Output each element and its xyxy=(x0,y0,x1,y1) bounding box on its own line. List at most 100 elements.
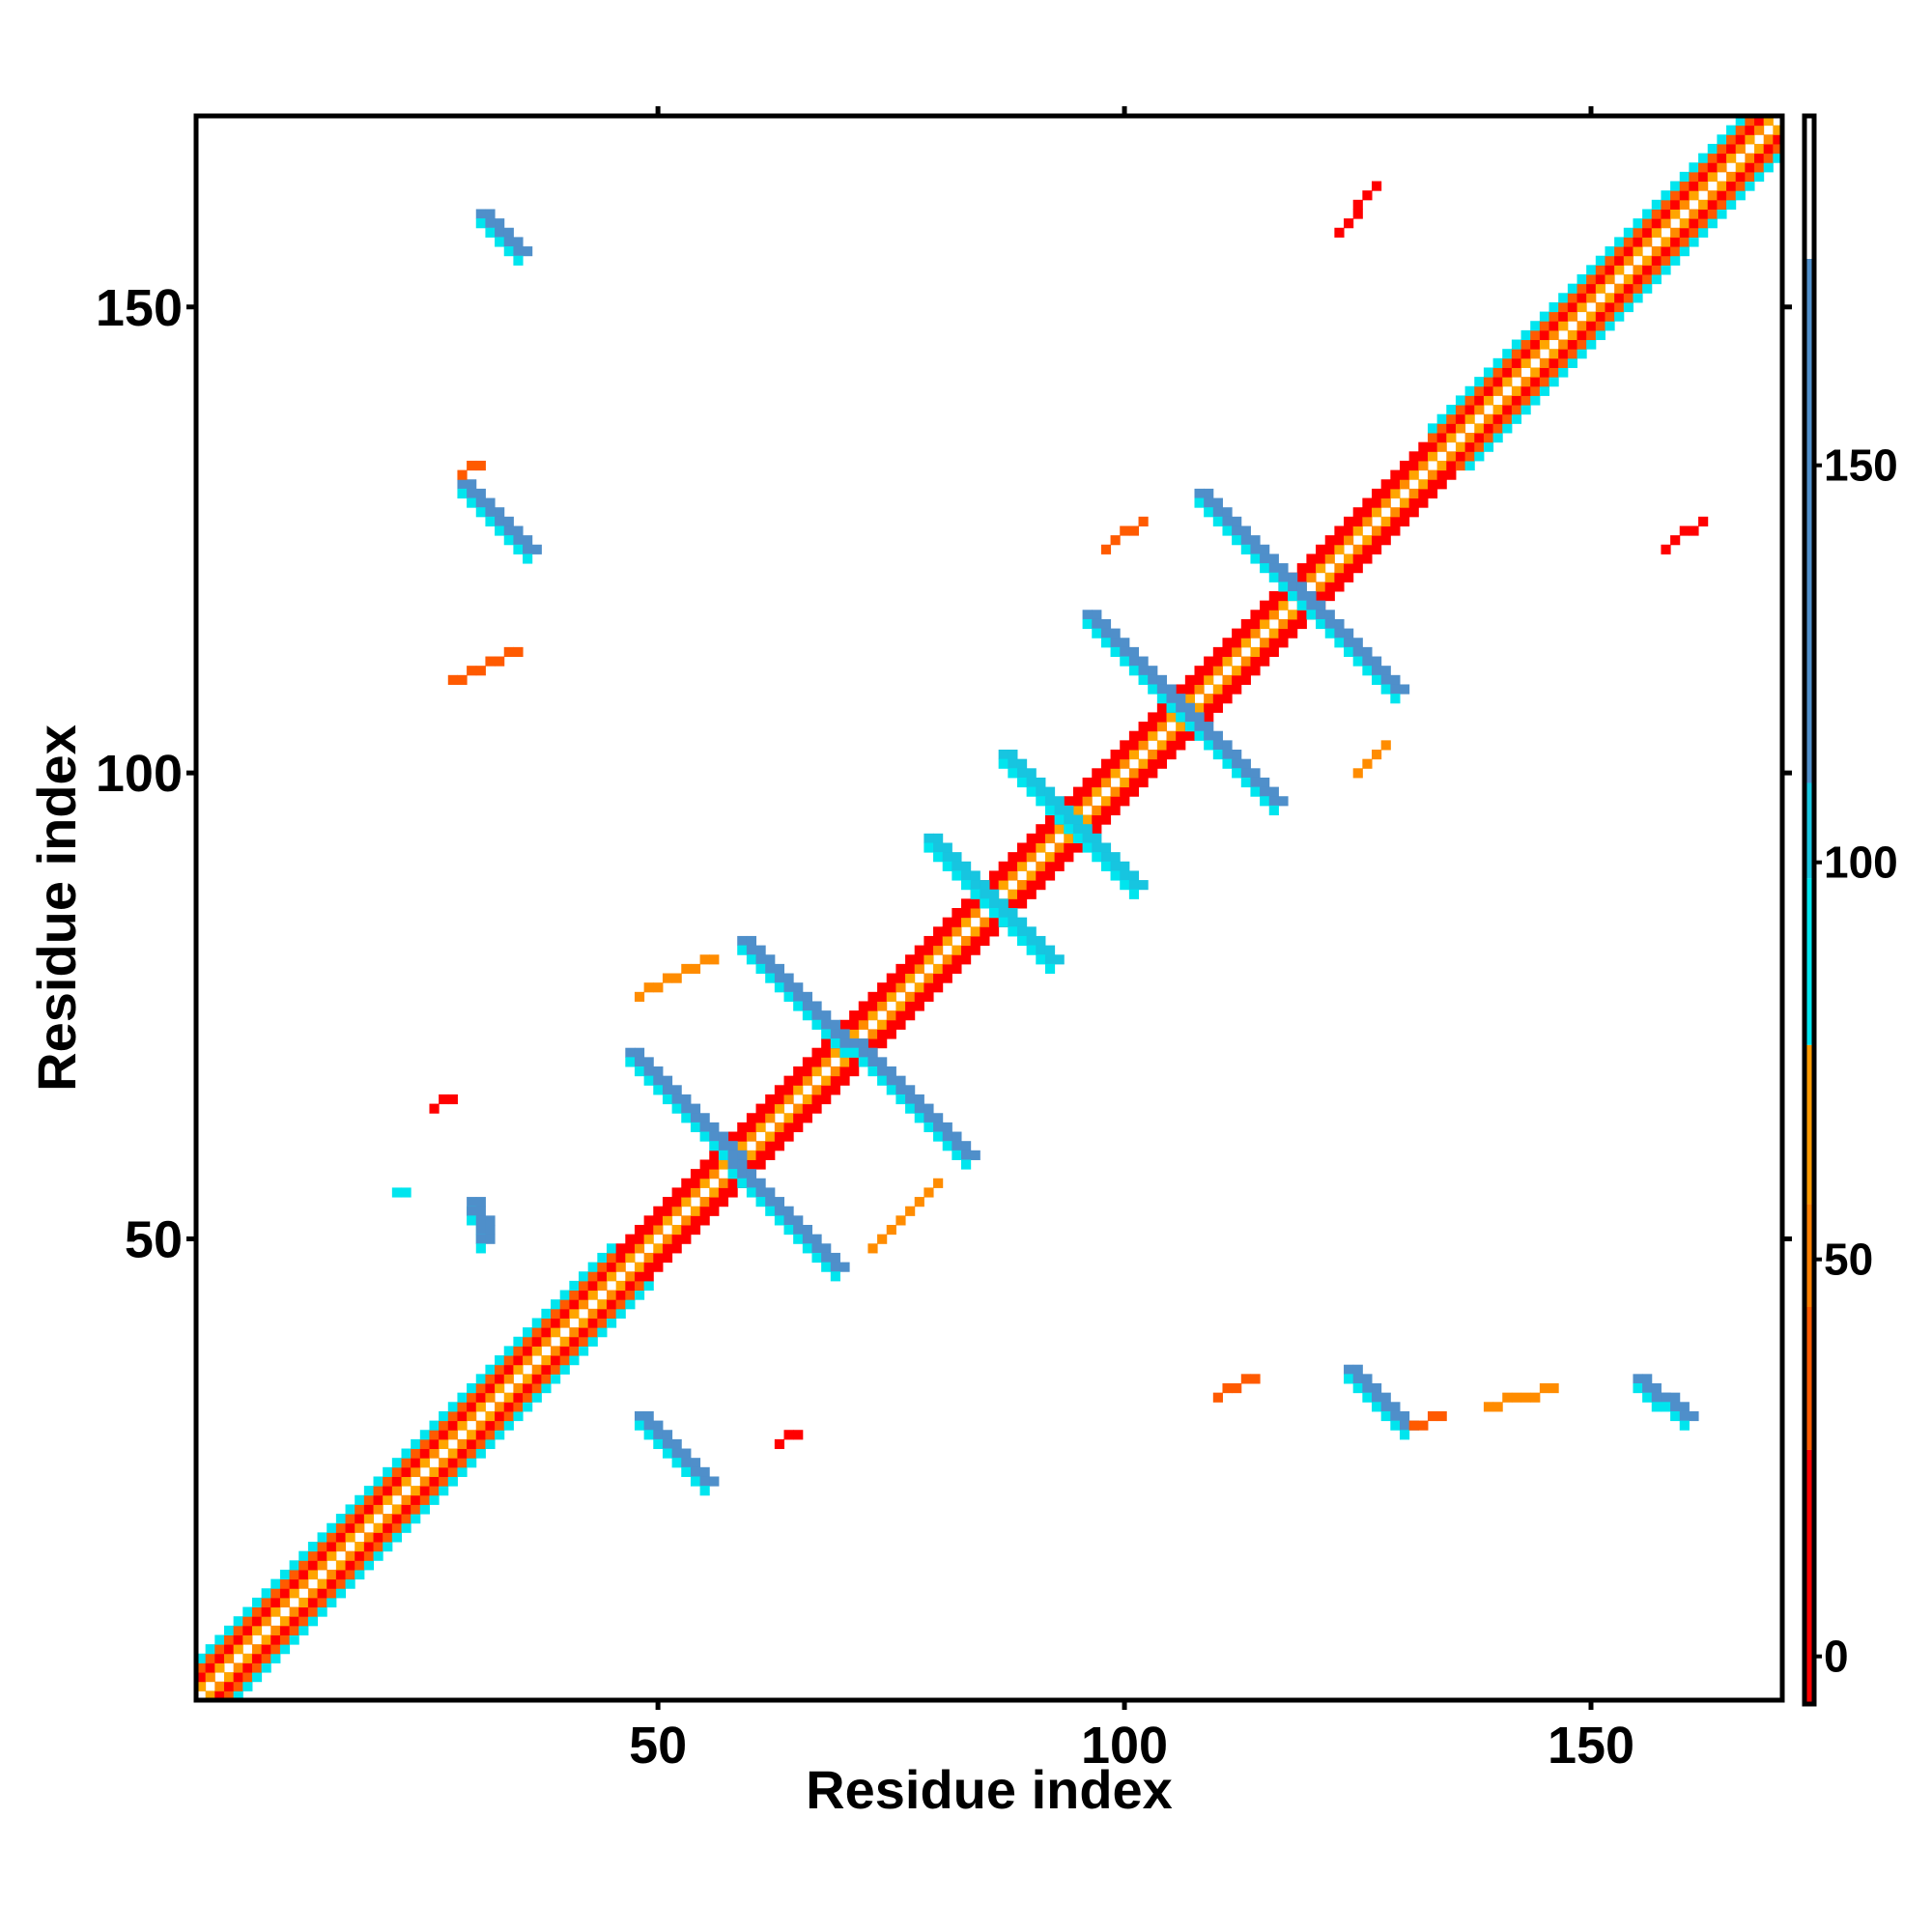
heatmap-cell xyxy=(1120,740,1130,751)
heatmap-cell xyxy=(1306,572,1317,582)
heatmap-cell xyxy=(905,1094,916,1105)
colorbar-tick-label: 150 xyxy=(1824,440,1898,491)
heatmap-cell xyxy=(485,1420,496,1431)
heatmap-cell xyxy=(1026,945,1037,955)
heatmap-cell xyxy=(1530,395,1541,406)
heatmap-cell xyxy=(905,1001,916,1011)
heatmap-cell xyxy=(606,1308,617,1319)
heatmap-cell xyxy=(998,750,1009,760)
heatmap-cell xyxy=(1110,638,1121,648)
heatmap-cell xyxy=(839,1057,850,1067)
heatmap-cell xyxy=(223,1681,235,1691)
heatmap-cell xyxy=(541,1308,552,1319)
heatmap-cell xyxy=(662,1430,673,1440)
heatmap-cell xyxy=(439,1430,449,1440)
heatmap-cell xyxy=(467,1458,477,1468)
heatmap-cell xyxy=(495,1430,505,1440)
heatmap-cell xyxy=(1614,255,1625,266)
heatmap-cell xyxy=(1408,488,1419,499)
heatmap-cell xyxy=(1362,758,1373,769)
heatmap-cell xyxy=(1362,190,1373,201)
heatmap-cell xyxy=(690,1122,701,1133)
heatmap-cell xyxy=(830,1047,840,1058)
heatmap-cell xyxy=(495,1383,505,1394)
heatmap-cell xyxy=(821,1262,832,1272)
heatmap-cell xyxy=(457,1420,468,1431)
heatmap-cell xyxy=(952,1150,962,1160)
heatmap-cell xyxy=(513,646,524,658)
heatmap-cell xyxy=(1222,674,1233,685)
heatmap-cell xyxy=(1595,283,1605,294)
heatmap-cell xyxy=(914,1103,924,1114)
heatmap-cell xyxy=(1427,433,1438,443)
heatmap-cell xyxy=(531,1327,542,1338)
heatmap-cell xyxy=(1204,740,1214,751)
heatmap-cell xyxy=(429,1448,440,1459)
heatmap-cell xyxy=(653,1075,664,1086)
heatmap-cell xyxy=(625,1057,636,1067)
heatmap-cell xyxy=(783,1206,794,1216)
heatmap-cell xyxy=(877,1029,888,1039)
heatmap-cell xyxy=(718,1197,729,1208)
heatmap-cell xyxy=(783,1075,794,1086)
heatmap-cell xyxy=(1296,618,1307,630)
heatmap-cell xyxy=(513,544,524,554)
heatmap-cell xyxy=(475,1438,486,1450)
heatmap-cell xyxy=(774,1197,785,1208)
heatmap-cell xyxy=(765,1113,776,1123)
heatmap-cell xyxy=(793,1225,804,1236)
heatmap-cell xyxy=(1334,535,1345,546)
heatmap-cell xyxy=(606,1290,617,1300)
heatmap-cell xyxy=(1100,796,1112,807)
heatmap-cell xyxy=(1726,125,1737,135)
heatmap-cell xyxy=(1567,293,1578,303)
heatmap-cell xyxy=(569,1290,580,1300)
heatmap-cell xyxy=(1204,488,1214,499)
heatmap-cell xyxy=(457,1410,468,1422)
heatmap-cell xyxy=(485,507,496,518)
heatmap-cell xyxy=(1605,265,1615,275)
heatmap-cell xyxy=(980,926,990,937)
heatmap-cell xyxy=(1026,889,1037,899)
heatmap-cell xyxy=(242,1681,253,1691)
heatmap-cell xyxy=(317,1532,327,1543)
heatmap-cell xyxy=(1240,535,1251,546)
heatmap-cell xyxy=(1530,367,1541,378)
heatmap-cell xyxy=(355,1560,365,1571)
heatmap-cell xyxy=(1735,125,1746,135)
heatmap-cell xyxy=(251,1606,263,1617)
heatmap-cell xyxy=(523,1327,533,1338)
heatmap-cell xyxy=(1726,171,1737,183)
heatmap-cell xyxy=(1082,833,1093,843)
heatmap-cell xyxy=(774,1438,785,1450)
heatmap-cell xyxy=(1232,646,1242,658)
heatmap-cell xyxy=(1539,377,1550,387)
heatmap-cell xyxy=(1278,582,1289,592)
heatmap-cell xyxy=(1296,563,1307,574)
heatmap-cell xyxy=(587,1336,598,1347)
heatmap-cell xyxy=(1605,246,1615,257)
heatmap-cell xyxy=(1446,469,1457,480)
heatmap-cell xyxy=(1064,833,1074,843)
heatmap-cell xyxy=(765,1131,776,1142)
heatmap-cell xyxy=(671,1206,682,1216)
heatmap-cell xyxy=(895,1094,906,1105)
heatmap-cell xyxy=(1100,768,1112,779)
heatmap-cell xyxy=(727,1131,738,1142)
heatmap-cell xyxy=(662,1215,673,1226)
heatmap-cell xyxy=(495,1410,505,1422)
heatmap-cell xyxy=(1184,684,1195,695)
heatmap-cell xyxy=(1072,824,1084,835)
heatmap-cell xyxy=(1548,321,1559,331)
heatmap-cell xyxy=(1352,1364,1363,1375)
heatmap-cell xyxy=(1605,255,1615,266)
heatmap-cell xyxy=(1464,460,1475,471)
heatmap-cell xyxy=(783,1430,794,1440)
heatmap-cell xyxy=(345,1522,355,1533)
heatmap-cell xyxy=(1661,544,1671,554)
heatmap-cell xyxy=(802,1113,812,1123)
heatmap-cell xyxy=(1614,237,1625,247)
heatmap-cell xyxy=(335,1542,347,1552)
heatmap-cell xyxy=(905,954,916,965)
heatmap-cell xyxy=(270,1606,281,1617)
